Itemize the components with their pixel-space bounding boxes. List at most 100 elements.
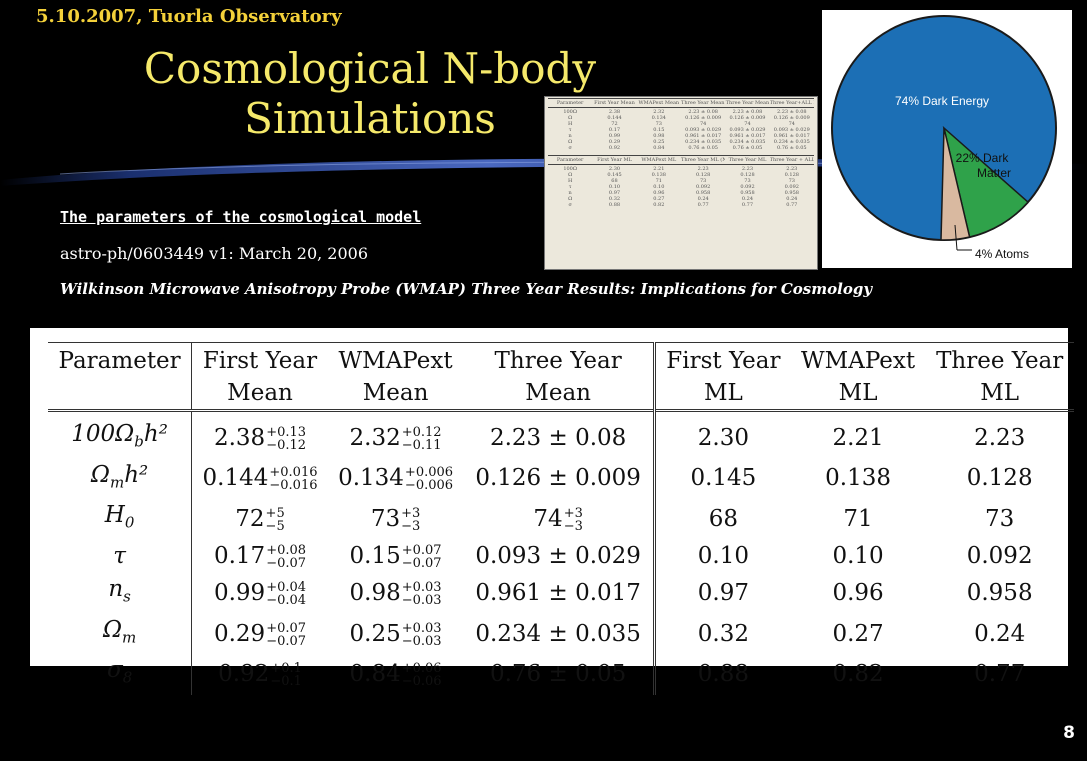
value: 2.32 — [349, 424, 401, 451]
lower-error: −0.07 — [266, 556, 307, 572]
value: 0.138 — [825, 465, 891, 492]
value-cell: 0.92 +0.1 −0.1 — [192, 654, 328, 695]
slide-title: Cosmological N-body Simulations — [110, 44, 630, 144]
value-cell: 0.27 — [791, 614, 926, 655]
value: 0.134 — [338, 465, 404, 492]
value: 0.29 — [213, 620, 266, 647]
value: 0.093 ± 0.029 — [475, 543, 641, 570]
header-parameter: Parameter — [48, 342, 193, 377]
upper-error: +0.016 — [269, 465, 318, 481]
value-cell: 0.134 +0.006 −0.006 — [328, 459, 464, 500]
value-cell: 0.98 +0.03 −0.03 — [328, 573, 464, 614]
parameter-subscript: s — [123, 587, 131, 606]
parameter-cell: ns — [48, 573, 193, 614]
error-bounds: +0.12 −0.11 — [402, 426, 442, 452]
value: 2.23 — [974, 424, 1026, 451]
error-bounds: +0.03 −0.03 — [402, 581, 442, 607]
value: 73 — [370, 505, 401, 532]
value: 0.97 — [697, 580, 749, 607]
header-ml-2: ML — [838, 380, 878, 406]
value: 0.76 ± 0.05 — [489, 661, 627, 688]
lower-error: −0.03 — [401, 633, 442, 649]
header-mean-2: Mean — [362, 380, 429, 406]
atoms-label: 4% Atoms — [975, 247, 1029, 261]
value-cell: 71 — [791, 499, 926, 540]
value-cell: 0.15 +0.07 −0.07 — [328, 540, 464, 574]
parameter-symbol: Ω — [102, 616, 123, 643]
thumbnail-row: σ 0.88 0.82 0.77 0.77 0.77 — [568, 202, 798, 208]
thumbnail-top-header: Parameter First Year Mean WMAPext Mean T… — [556, 100, 814, 106]
table-row: 100Ωbh² 2.38 +0.13 −0.12 2.32 +0.12 −0.11 2.23 … — [48, 410, 1074, 459]
value: 72 — [235, 505, 265, 532]
pie-slice-atoms — [940, 127, 971, 241]
value: 0.32 — [697, 620, 749, 647]
dark-matter-label-line1: 22% Dark — [956, 151, 1010, 165]
value-cell: 0.99 +0.04 −0.04 — [192, 573, 328, 614]
value-cell: 0.17 +0.08 −0.07 — [192, 540, 328, 574]
parameters-table-panel: Parameter First Year WMAPext Three Year … — [30, 328, 1074, 696]
parameter-symbol: σ — [106, 657, 123, 684]
dark-matter-label-line2: Matter — [977, 166, 1011, 180]
error-bounds: +0.016 −0.016 — [269, 466, 317, 492]
value-cell: 0.88 — [654, 654, 790, 695]
upper-error: +0.12 — [401, 424, 442, 440]
error-bounds: +3 −3 — [564, 507, 583, 533]
header-first-year-mean: First Year — [202, 348, 318, 374]
error-bounds: +0.006 −0.006 — [405, 466, 453, 492]
value: 74 — [533, 505, 563, 532]
error-bounds: +0.03 −0.03 — [402, 622, 442, 648]
upper-error: +0.13 — [266, 424, 307, 440]
value: 0.88 — [697, 661, 749, 688]
thumbnail-row: 100Ω 2.38 2.32 2.23 ± 0.08 2.23 ± 0.08 2.23 ±… — [563, 109, 807, 115]
value: 0.10 — [832, 543, 884, 570]
value-cell: 0.96 — [791, 573, 926, 614]
value: 2.23 ± 0.08 — [489, 424, 627, 451]
parameter-symbol: Ω — [90, 461, 110, 488]
error-bounds: +0.13 −0.12 — [266, 426, 306, 452]
value-cell: 0.10 — [654, 540, 790, 574]
header-ml-3: ML — [980, 380, 1020, 406]
parameter-symbol: 100Ω — [71, 421, 135, 447]
value: 0.84 — [349, 661, 401, 688]
value-cell: 2.23 ± 0.08 — [463, 410, 656, 459]
upper-error: +3 — [401, 505, 421, 521]
header-three-year-mean: Three Year — [463, 342, 656, 377]
value-cell: 2.32 +0.12 −0.11 — [328, 411, 464, 459]
parameter-tail: h² — [143, 421, 168, 447]
value: 0.961 ± 0.017 — [475, 580, 641, 607]
value-cell: 0.25 +0.03 −0.03 — [328, 614, 464, 655]
thumbnail-row: Ω 0.145 0.138 0.128 0.128 0.128 — [568, 172, 799, 178]
value-cell: 0.84 +0.06 −0.06 — [328, 654, 464, 695]
header-three-year-ml: Three Year — [936, 348, 1064, 374]
lower-error: −0.06 — [401, 674, 442, 690]
table-row: H0 72 +5 −5 73 +3 −3 74 +3 −3 68 71 73 — [48, 499, 1074, 540]
table-row: σ8 0.92 +0.1 −0.1 0.84 +0.06 −0.06 0.76 ± 0.05 0… — [48, 654, 1074, 696]
value-cell: 0.092 — [925, 540, 1074, 574]
upper-error: +0.006 — [404, 465, 454, 481]
value: 0.17 — [213, 543, 266, 570]
parameters-table: Parameter First Year WMAPext Three Year … — [48, 342, 1074, 696]
thumbnail-row: n 0.97 0.96 0.958 0.958 0.958 — [568, 190, 799, 196]
error-bounds: +0.1 −0.1 — [270, 662, 302, 688]
value-cell: 0.234 ± 0.035 — [463, 613, 656, 655]
value: 0.25 — [349, 620, 401, 647]
value: 2.38 — [213, 424, 266, 451]
parameter-subscript: 8 — [122, 669, 133, 688]
value-cell: 73 +3 −3 — [328, 499, 464, 540]
value: 0.092 — [966, 543, 1033, 570]
value-cell: 0.093 ± 0.029 — [463, 539, 656, 574]
upper-error: +0.03 — [401, 580, 442, 596]
value-cell: 2.30 — [654, 411, 790, 459]
page-number: 8 — [1063, 723, 1075, 743]
paper-title: Wilkinson Microwave Anisotropy Probe (WM… — [60, 280, 873, 298]
parameter-cell: τ — [48, 539, 193, 574]
upper-error: +0.07 — [266, 620, 307, 636]
dark-energy-label: 74% Dark Energy — [895, 94, 989, 108]
value-cell: 0.24 — [925, 614, 1074, 655]
value-cell: 0.97 — [654, 573, 790, 614]
lower-error: −0.11 — [401, 437, 442, 453]
error-bounds: +5 −5 — [266, 507, 285, 533]
value-cell: 0.138 — [791, 459, 926, 500]
parameter-subscript: b — [134, 432, 144, 451]
upper-error: +5 — [265, 505, 285, 521]
